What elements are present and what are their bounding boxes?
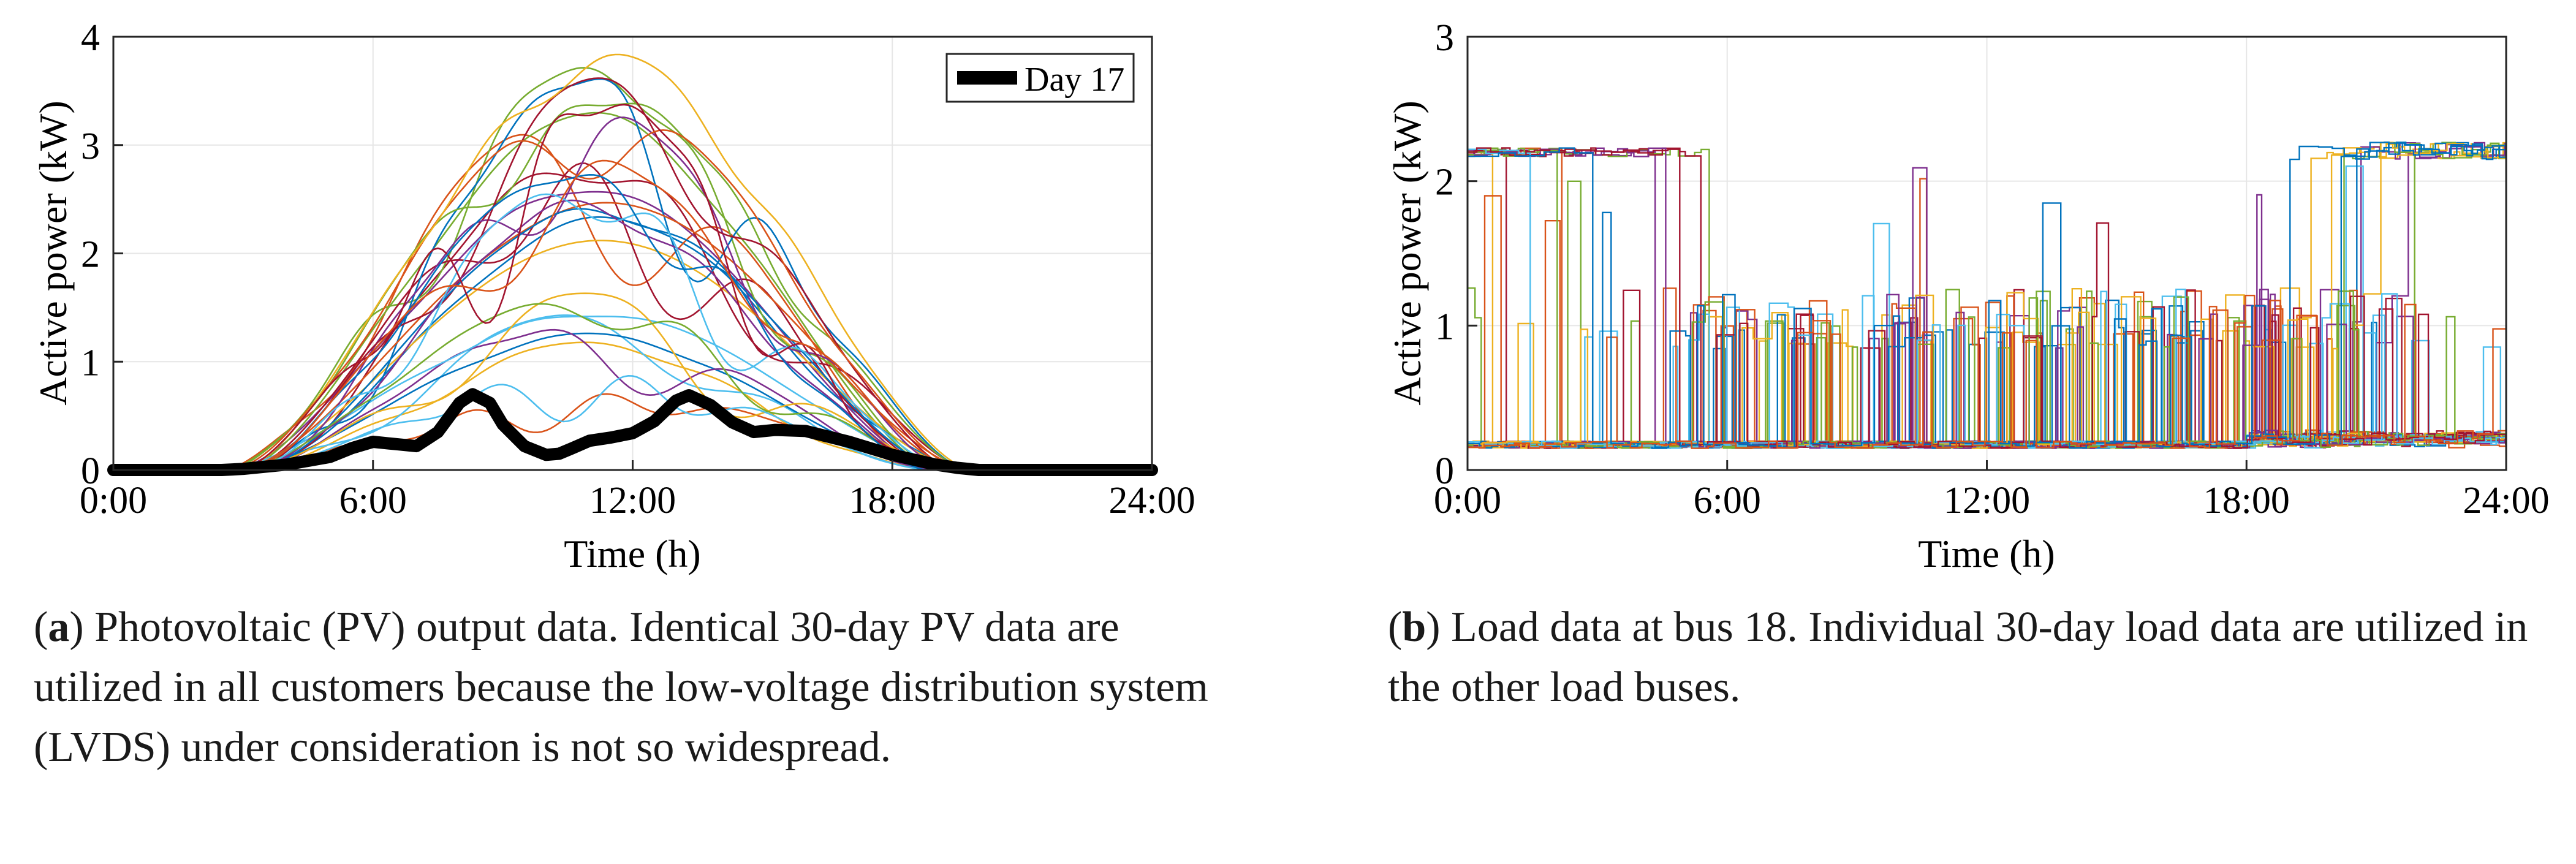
pv-x-tick-label: 6:00 xyxy=(339,480,407,521)
pv-y-tick-label: 3 xyxy=(81,126,100,167)
pv-grid xyxy=(113,37,1152,470)
load-x-tick-label: 12:00 xyxy=(1944,480,2030,521)
load-x-tick-label: 24:00 xyxy=(2463,480,2549,521)
load-day-line xyxy=(1468,295,2506,449)
pv-x-tick-label: 12:00 xyxy=(589,480,676,521)
pv-output-chart: 0:00 6:00 12:00 18:00 24:00 0 1 2 3 4 Time (h) Ac… xyxy=(31,17,1195,575)
pv-x-tick-label: 18:00 xyxy=(849,480,936,521)
caption-a: (a) Photovoltaic (PV) output data. Ident… xyxy=(34,604,1208,771)
caption-b-letter: b xyxy=(1402,604,1426,651)
pv-day17-line xyxy=(107,388,1158,476)
load-y-tick-label: 2 xyxy=(1435,162,1454,203)
load-day-line xyxy=(1468,292,2506,449)
caption-b-text: ) Load data at bus 18. Individual 30-day… xyxy=(1388,604,2528,711)
pv-y-tick-label: 0 xyxy=(81,450,100,492)
caption-a-text: ) Photovoltaic (PV) output data. Identic… xyxy=(34,604,1208,771)
load-x-tick-label: 18:00 xyxy=(2203,480,2290,521)
pv-legend: Day 17 xyxy=(945,53,1135,103)
load-day-line xyxy=(1468,147,2507,449)
load-ticks: 0:00 6:00 12:00 18:00 24:00 0 1 2 3 xyxy=(1434,17,2550,521)
pv-y-tick-label: 1 xyxy=(81,342,100,384)
pv-x-tick-label: 24:00 xyxy=(1108,480,1195,521)
pv-legend-label: Day 17 xyxy=(1025,61,1124,99)
pv-y-tick-label: 2 xyxy=(81,234,100,276)
load-y-axis-label: Active power (kW) xyxy=(1385,100,1429,406)
load-y-tick-label: 0 xyxy=(1435,450,1454,492)
load-y-tick-label: 1 xyxy=(1435,306,1454,347)
load-x-tick-label: 0:00 xyxy=(1434,480,1501,521)
pv-y-tick-label: 4 xyxy=(81,17,100,59)
load-data-chart: 0:00 6:00 12:00 18:00 24:00 0 1 2 3 Time (h) Act… xyxy=(1385,17,2550,575)
pv-x-tick-label: 0:00 xyxy=(80,480,147,521)
pv-x-axis-label: Time (h) xyxy=(564,532,700,575)
pv-y-axis-label: Active power (kW) xyxy=(31,100,75,406)
pv-ticks: 0:00 6:00 12:00 18:00 24:00 0 1 2 3 4 xyxy=(80,17,1195,521)
load-x-tick-label: 6:00 xyxy=(1694,480,1761,521)
load-x-axis-label: Time (h) xyxy=(1918,532,2055,575)
load-series-group xyxy=(1468,141,2507,449)
caption-b: (b) Load data at bus 18. Individual 30-d… xyxy=(1388,604,2528,711)
caption-a-letter: a xyxy=(48,604,70,651)
load-y-tick-label: 3 xyxy=(1435,17,1454,59)
